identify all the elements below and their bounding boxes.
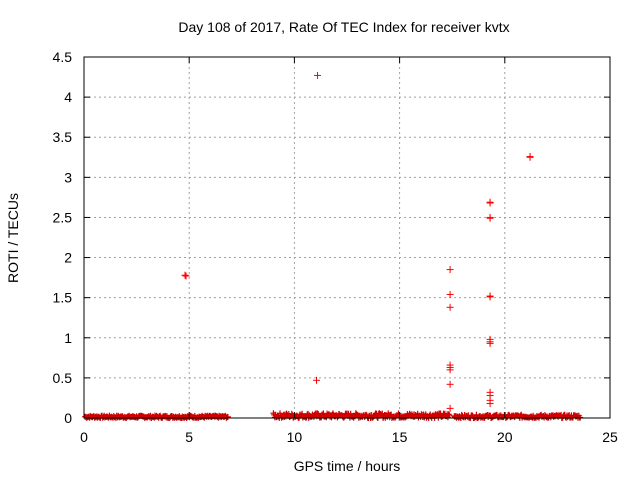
data-point [446, 266, 454, 274]
y-tick-label: 0.5 [53, 370, 73, 386]
baseline-segment [270, 410, 453, 421]
y-tick-labels: 0 0.5 1 1.5 2 2.5 3 3.5 4 4.5 [53, 49, 73, 426]
x-tick-labels: 0 5 10 15 20 25 [80, 429, 618, 445]
data-point [486, 293, 494, 301]
x-tick-label: 5 [185, 429, 193, 445]
x-tick-label: 20 [497, 429, 513, 445]
y-tick-label: 0 [64, 410, 72, 426]
data-point [486, 400, 494, 408]
y-tick-label: 1 [64, 330, 72, 346]
plot-frame [83, 56, 611, 419]
y-tick-label: 4 [64, 89, 72, 105]
data-point [446, 366, 454, 374]
data-point [486, 339, 494, 347]
data-point [526, 153, 534, 161]
data-point [446, 404, 454, 412]
data-point [446, 290, 454, 298]
y-tick-label: 2 [64, 250, 72, 266]
x-tick-label: 0 [80, 429, 88, 445]
data-point [182, 272, 190, 280]
x-tick-label: 25 [602, 429, 618, 445]
grid-lines [84, 57, 610, 418]
y-tick-label: 1.5 [53, 290, 73, 306]
chart-title: Day 108 of 2017, Rate Of TEC Index for r… [178, 19, 509, 35]
data-point [312, 376, 320, 384]
data-point [314, 71, 322, 79]
axis-ticks [83, 56, 611, 419]
x-tick-label: 15 [392, 429, 408, 445]
x-axis-label: GPS time / hours [294, 458, 401, 474]
outlier-points [181, 71, 534, 412]
y-tick-label: 4.5 [53, 49, 73, 65]
data-point [446, 303, 454, 311]
y-tick-label: 3.5 [53, 129, 73, 145]
data-point [446, 380, 454, 388]
data-point [181, 271, 189, 279]
y-axis-label: ROTI / TECUs [5, 193, 21, 283]
y-tick-label: 3 [64, 169, 72, 185]
x-tick-label: 10 [287, 429, 303, 445]
data-point [486, 199, 494, 207]
data-point [486, 214, 494, 222]
y-tick-label: 2.5 [53, 209, 73, 225]
